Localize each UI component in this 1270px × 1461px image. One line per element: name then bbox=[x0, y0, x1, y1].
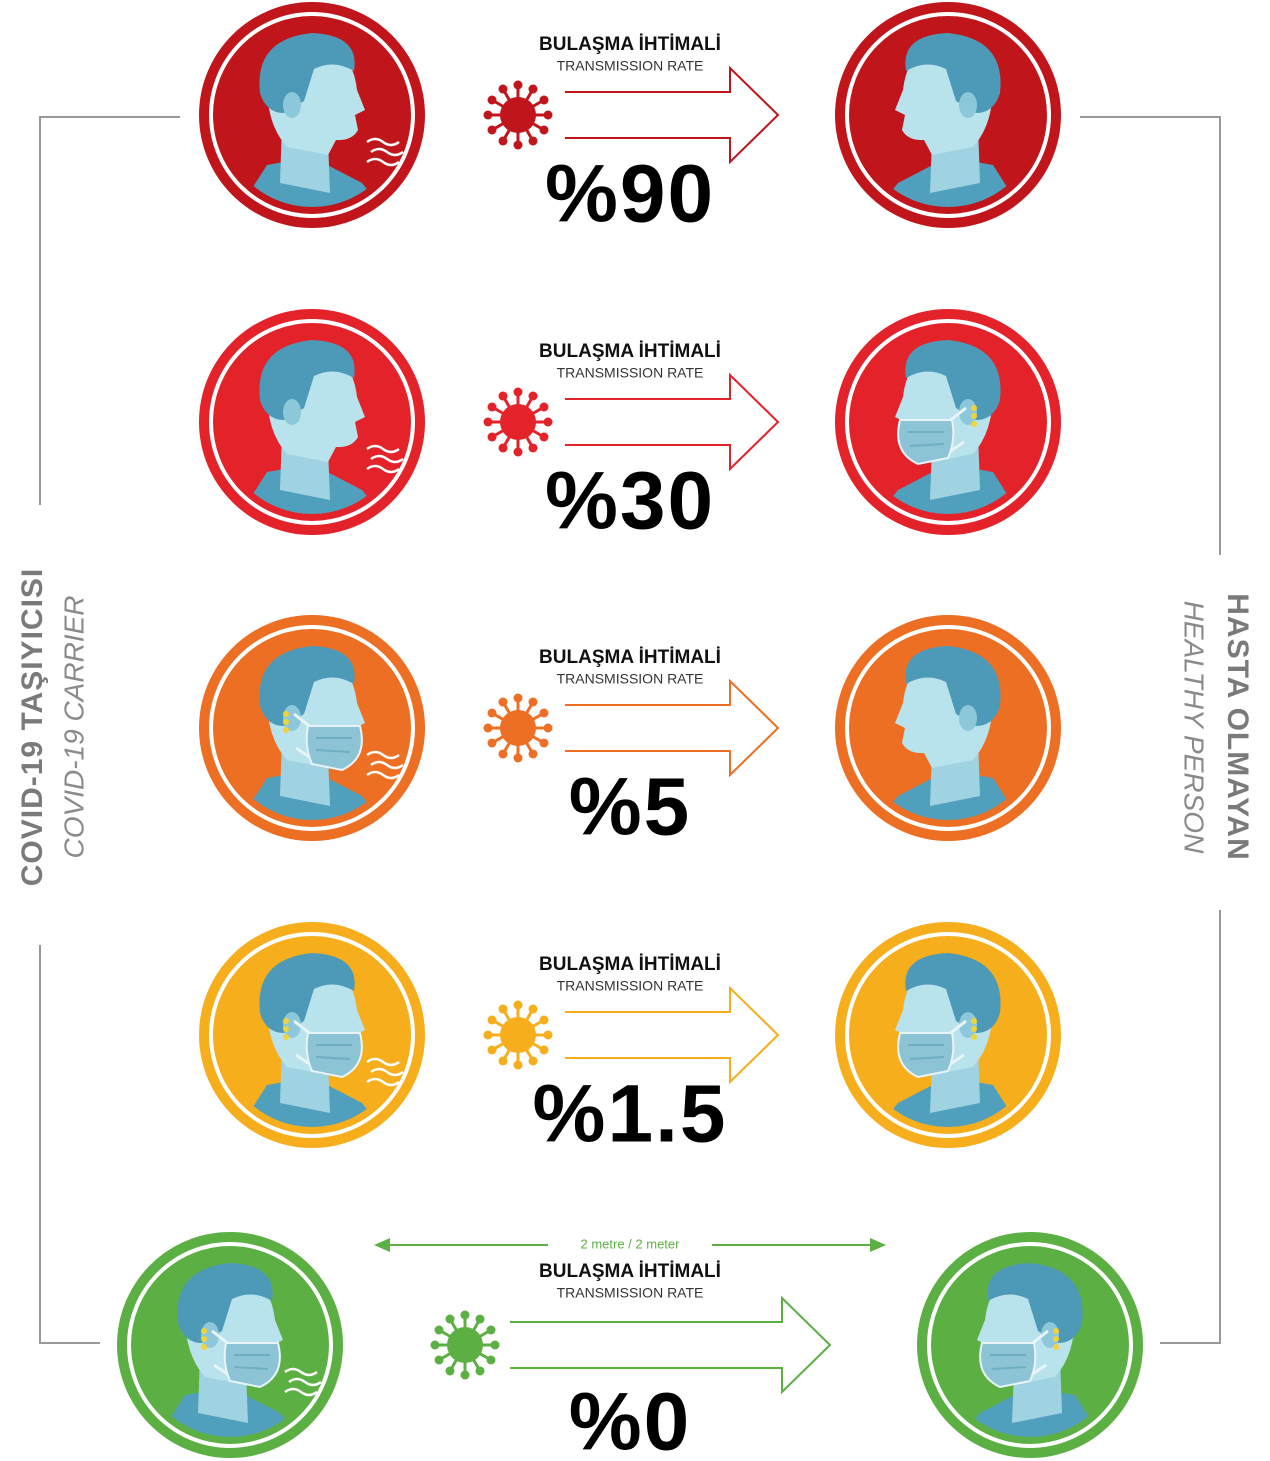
person-icon bbox=[835, 309, 1061, 535]
row-label: BULAŞMA İHTİMALİ bbox=[539, 34, 721, 55]
person-icon bbox=[199, 309, 425, 535]
row-sublabel: TRANSMISSION RATE bbox=[557, 671, 704, 687]
left-subtitle: COVID-19 CARRIER bbox=[58, 596, 89, 859]
person-icon bbox=[199, 2, 425, 228]
left-title: COVID-19 TAŞIYICISI bbox=[16, 568, 49, 887]
row-sublabel: TRANSMISSION RATE bbox=[557, 365, 704, 381]
person-icon bbox=[117, 1232, 343, 1458]
transmission-row: BULAŞMA İHTİMALİ TRANSMISSION RATE %90 bbox=[199, 2, 1061, 240]
person-icon bbox=[199, 615, 425, 841]
person-icon bbox=[835, 2, 1061, 228]
transmission-row: BULAŞMA İHTİMALİ TRANSMISSION RATE %30 bbox=[199, 309, 1061, 547]
distance-indicator: 2 metre / 2 meter bbox=[374, 1236, 886, 1252]
person-icon bbox=[917, 1232, 1143, 1458]
rate-value: %1.5 bbox=[533, 1069, 728, 1160]
transmission-row: BULAŞMA İHTİMALİ TRANSMISSION RATE %0 bbox=[117, 1232, 1143, 1461]
virus-icon bbox=[484, 388, 553, 457]
transmission-row: BULAŞMA İHTİMALİ TRANSMISSION RATE %1.5 bbox=[199, 922, 1061, 1160]
row-label: BULAŞMA İHTİMALİ bbox=[539, 647, 721, 668]
virus-icon bbox=[431, 1311, 500, 1380]
virus-icon bbox=[484, 694, 553, 763]
row-sublabel: TRANSMISSION RATE bbox=[557, 1285, 704, 1301]
virus-icon bbox=[484, 1001, 553, 1070]
virus-icon bbox=[484, 81, 553, 150]
row-label: BULAŞMA İHTİMALİ bbox=[539, 341, 721, 362]
right-subtitle: HEALTHY PERSON bbox=[1179, 601, 1210, 854]
rate-value: %30 bbox=[545, 456, 715, 547]
row-sublabel: TRANSMISSION RATE bbox=[557, 978, 704, 994]
row-label: BULAŞMA İHTİMALİ bbox=[539, 1261, 721, 1282]
rate-value: %0 bbox=[569, 1377, 692, 1461]
rate-value: %5 bbox=[569, 762, 692, 853]
row-sublabel: TRANSMISSION RATE bbox=[557, 58, 704, 74]
infographic: COVID-19 TAŞIYICISI COVID-19 CARRIER HAS… bbox=[0, 0, 1270, 1461]
person-icon bbox=[835, 615, 1061, 841]
person-icon bbox=[199, 922, 425, 1148]
transmission-row: BULAŞMA İHTİMALİ TRANSMISSION RATE %5 bbox=[199, 615, 1061, 853]
person-icon bbox=[835, 922, 1061, 1148]
distance-label: 2 metre / 2 meter bbox=[581, 1236, 681, 1251]
rate-value: %90 bbox=[545, 149, 715, 240]
right-title: HASTA OLMAYAN bbox=[1221, 593, 1254, 860]
row-label: BULAŞMA İHTİMALİ bbox=[539, 954, 721, 975]
